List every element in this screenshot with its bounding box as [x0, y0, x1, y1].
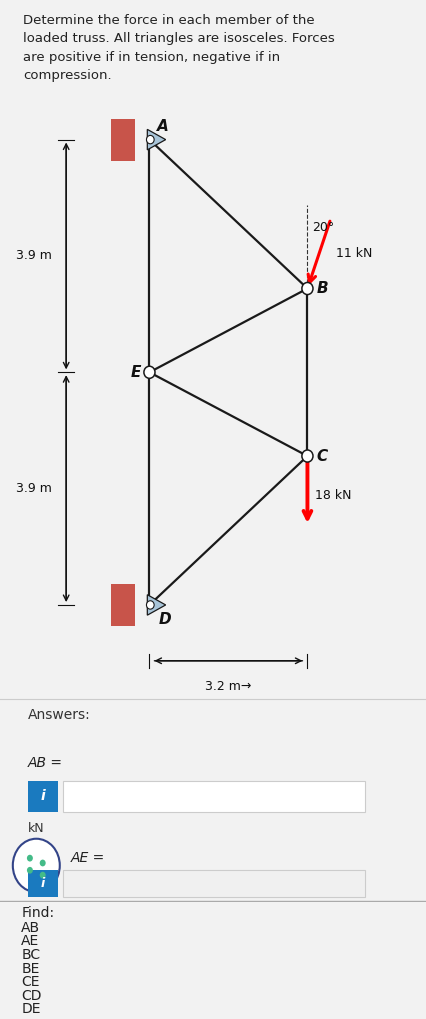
Circle shape — [27, 855, 33, 861]
Text: i: i — [40, 877, 45, 891]
Circle shape — [40, 871, 46, 878]
Circle shape — [301, 450, 312, 462]
Text: CD: CD — [21, 988, 42, 1003]
Text: AE =: AE = — [70, 851, 104, 865]
Polygon shape — [147, 595, 165, 615]
FancyBboxPatch shape — [63, 781, 364, 812]
Text: 11 kN: 11 kN — [335, 247, 371, 260]
Text: B: B — [316, 281, 328, 296]
Text: AE: AE — [21, 934, 40, 949]
Text: C: C — [316, 448, 327, 464]
FancyBboxPatch shape — [28, 870, 58, 897]
Bar — [111, 118, 134, 161]
Text: BE: BE — [21, 962, 40, 975]
Text: 18 kN: 18 kN — [314, 489, 351, 502]
Circle shape — [301, 282, 312, 294]
Text: 3.9 m: 3.9 m — [16, 482, 52, 495]
Text: AB =: AB = — [28, 756, 63, 770]
Circle shape — [144, 366, 155, 378]
Polygon shape — [147, 129, 165, 150]
Circle shape — [40, 860, 46, 866]
Text: 3.2 m→: 3.2 m→ — [205, 680, 251, 693]
Text: DE: DE — [21, 1002, 41, 1016]
Circle shape — [13, 839, 60, 892]
Bar — [111, 584, 134, 626]
Text: 3.9 m: 3.9 m — [16, 250, 52, 263]
Text: CE: CE — [21, 975, 40, 989]
Text: AB: AB — [21, 921, 40, 935]
Circle shape — [146, 136, 154, 144]
Text: kN: kN — [28, 821, 44, 835]
Text: Answers:: Answers: — [28, 708, 90, 721]
Text: Determine the force in each member of the
loaded truss. All triangles are isosce: Determine the force in each member of th… — [23, 14, 334, 83]
Text: D: D — [158, 612, 171, 628]
Text: BC: BC — [21, 948, 40, 962]
Text: 20°: 20° — [312, 221, 334, 234]
Text: E: E — [130, 365, 140, 380]
FancyBboxPatch shape — [63, 870, 364, 897]
Circle shape — [27, 867, 33, 873]
Circle shape — [146, 601, 154, 609]
Text: i: i — [40, 790, 45, 803]
Text: A: A — [157, 119, 169, 135]
Text: Find:: Find: — [21, 906, 55, 920]
FancyBboxPatch shape — [28, 781, 58, 812]
